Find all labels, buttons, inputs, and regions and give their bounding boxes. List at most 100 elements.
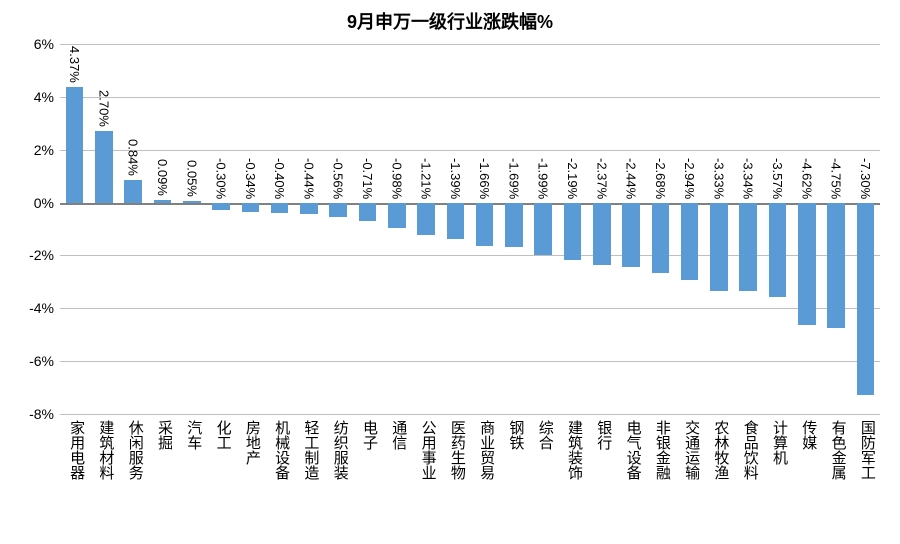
bar-value-label: -0.98% xyxy=(389,158,404,199)
bar-value-label: -4.75% xyxy=(829,158,844,199)
bar xyxy=(739,203,757,291)
x-category-label: 非银金融 xyxy=(652,420,673,480)
bar-value-label: -2.37% xyxy=(594,158,609,199)
x-category-label: 医药生物 xyxy=(447,420,468,480)
bar xyxy=(359,203,377,222)
bar-value-label: 0.09% xyxy=(155,159,170,196)
x-category-label: 综合 xyxy=(535,420,556,450)
x-category-label: 公用事业 xyxy=(418,420,439,480)
x-category-label: 国防军工 xyxy=(857,420,878,480)
bar-value-label: 0.05% xyxy=(184,160,199,197)
bar-value-label: -2.94% xyxy=(682,158,697,199)
bar xyxy=(857,203,875,396)
bar xyxy=(154,200,172,202)
x-category-label: 钢铁 xyxy=(505,420,526,450)
x-category-label: 有色金属 xyxy=(828,420,849,480)
bar-value-label: -1.39% xyxy=(448,158,463,199)
x-category-label: 电子 xyxy=(359,420,380,450)
x-category-label: 计算机 xyxy=(769,420,790,465)
bar xyxy=(593,203,611,266)
bar xyxy=(124,180,142,202)
bar xyxy=(388,203,406,229)
bar xyxy=(476,203,494,247)
bar-value-label: -0.44% xyxy=(301,158,316,199)
x-category-label: 休闲服务 xyxy=(125,420,146,480)
chart-title: 9月申万一级行业涨跌幅% xyxy=(0,8,900,34)
x-category-label: 汽车 xyxy=(183,420,204,450)
bar-value-label: 2.70% xyxy=(96,90,111,127)
plot-area: -8%-6%-4%-2%0%2%4%6%4.37%家用电器2.70%建筑材料0.… xyxy=(60,44,880,414)
x-category-label: 纺织服装 xyxy=(330,420,351,480)
x-category-label: 建筑装饰 xyxy=(564,420,585,480)
bar xyxy=(827,203,845,329)
x-category-label: 采掘 xyxy=(154,420,175,450)
x-category-label: 房地产 xyxy=(242,420,263,465)
bar-value-label: -0.56% xyxy=(331,158,346,199)
bar-value-label: -3.33% xyxy=(711,158,726,199)
y-tick-label: -6% xyxy=(10,353,54,369)
bar-value-label: -1.69% xyxy=(506,158,521,199)
x-category-label: 建筑材料 xyxy=(95,420,116,480)
bar xyxy=(652,203,670,274)
y-tick-label: 6% xyxy=(10,36,54,52)
bar xyxy=(183,201,201,202)
grid-line xyxy=(60,308,880,309)
bar xyxy=(769,203,787,297)
bar xyxy=(212,203,230,211)
bar-value-label: -1.21% xyxy=(419,158,434,199)
bar xyxy=(242,203,260,212)
bar-value-label: -2.68% xyxy=(653,158,668,199)
bar-value-label: -1.99% xyxy=(536,158,551,199)
y-tick-label: 0% xyxy=(10,195,54,211)
bar xyxy=(417,203,435,235)
x-category-label: 传媒 xyxy=(798,420,819,450)
grid-line xyxy=(60,255,880,256)
x-category-label: 家用电器 xyxy=(66,420,87,480)
bar xyxy=(710,203,728,291)
x-category-label: 电气设备 xyxy=(623,420,644,480)
bar-value-label: -3.57% xyxy=(770,158,785,199)
x-category-label: 农林牧渔 xyxy=(710,420,731,480)
bar xyxy=(300,203,318,215)
y-tick-label: 4% xyxy=(10,89,54,105)
x-category-label: 银行 xyxy=(593,420,614,450)
bar-value-label: -2.19% xyxy=(565,158,580,199)
bar xyxy=(329,203,347,218)
bar xyxy=(681,203,699,281)
grid-line xyxy=(60,44,880,45)
grid-line xyxy=(60,414,880,415)
y-tick-label: -4% xyxy=(10,300,54,316)
bar-value-label: -0.34% xyxy=(243,158,258,199)
x-category-label: 轻工制造 xyxy=(300,420,321,480)
x-category-label: 化工 xyxy=(213,420,234,450)
y-tick-label: -8% xyxy=(10,406,54,422)
bar xyxy=(66,87,84,202)
bar xyxy=(564,203,582,261)
bar xyxy=(271,203,289,214)
bar-value-label: -0.40% xyxy=(272,158,287,199)
x-category-label: 食品饮料 xyxy=(740,420,761,480)
bar-value-label: 0.84% xyxy=(126,139,141,176)
x-category-label: 通信 xyxy=(388,420,409,450)
bar xyxy=(505,203,523,248)
bar-value-label: -0.30% xyxy=(214,158,229,199)
x-category-label: 交通运输 xyxy=(681,420,702,480)
bar-value-label: -2.44% xyxy=(624,158,639,199)
x-category-label: 机械设备 xyxy=(271,420,292,480)
bar-value-label: -0.71% xyxy=(360,158,375,199)
bar-value-label: -3.34% xyxy=(741,158,756,199)
bar xyxy=(447,203,465,240)
bar-value-label: 4.37% xyxy=(67,46,82,83)
bar-value-label: -7.30% xyxy=(858,158,873,199)
grid-line xyxy=(60,361,880,362)
bar xyxy=(622,203,640,267)
grid-line xyxy=(60,150,880,151)
bar xyxy=(95,131,113,202)
bar xyxy=(534,203,552,256)
bar-value-label: -1.66% xyxy=(477,158,492,199)
bar-value-label: -4.62% xyxy=(799,158,814,199)
y-tick-label: -2% xyxy=(10,247,54,263)
grid-line xyxy=(60,203,880,205)
y-tick-label: 2% xyxy=(10,142,54,158)
x-category-label: 商业贸易 xyxy=(476,420,497,480)
